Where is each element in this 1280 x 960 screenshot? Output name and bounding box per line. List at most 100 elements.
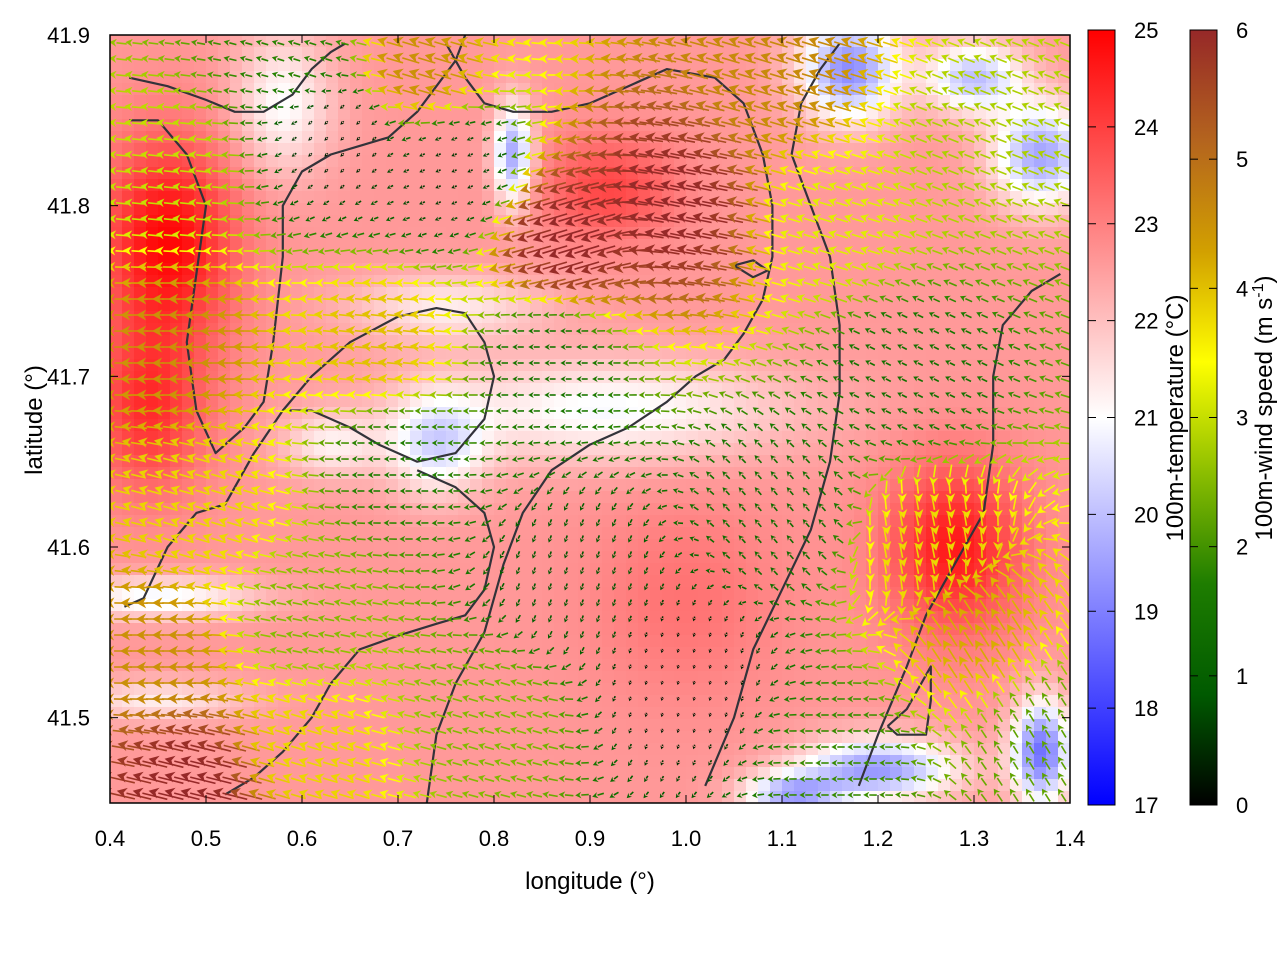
heat-cell — [170, 95, 183, 108]
heat-cell — [1010, 239, 1023, 252]
heat-cell — [110, 719, 123, 732]
heat-cell — [566, 755, 579, 768]
heat-cell — [110, 419, 123, 432]
heat-cell — [410, 263, 423, 276]
heat-cell — [446, 263, 459, 276]
heat-cell — [182, 35, 195, 48]
heat-cell — [566, 335, 579, 348]
heat-cell — [362, 95, 375, 108]
heat-cell — [506, 431, 519, 444]
heat-cell — [302, 455, 315, 468]
heat-cell — [146, 239, 159, 252]
heat-cell — [302, 107, 315, 120]
heat-cell — [758, 659, 771, 672]
heat-cell — [1022, 683, 1035, 696]
heat-cell — [914, 719, 927, 732]
heat-cell — [1034, 671, 1047, 684]
heat-cell — [542, 527, 555, 540]
heat-cell — [806, 779, 819, 792]
heat-cell — [122, 203, 135, 216]
heat-cell — [1034, 443, 1047, 456]
heat-cell — [110, 263, 123, 276]
heat-cell — [818, 335, 831, 348]
heat-cell — [434, 383, 447, 396]
heat-cell — [998, 515, 1011, 528]
heat-cell — [386, 647, 399, 660]
heat-cell — [326, 71, 339, 84]
heat-cell — [842, 731, 855, 744]
heat-cell — [182, 479, 195, 492]
heat-cell — [698, 539, 711, 552]
heat-cell — [122, 683, 135, 696]
heat-cell — [338, 647, 351, 660]
heat-cell — [614, 695, 627, 708]
heat-cell — [758, 479, 771, 492]
heat-cell — [146, 95, 159, 108]
heat-cell — [710, 431, 723, 444]
heat-cell — [290, 299, 303, 312]
heat-cell — [722, 623, 735, 636]
heat-cell — [194, 539, 207, 552]
heat-cell — [710, 719, 723, 732]
heat-cell — [194, 59, 207, 72]
heat-cell — [266, 47, 279, 60]
heat-cell — [602, 347, 615, 360]
heat-cell — [182, 443, 195, 456]
heat-cell — [518, 599, 531, 612]
heat-cell — [794, 491, 807, 504]
heat-cell — [830, 155, 843, 168]
heat-cell — [170, 59, 183, 72]
heat-cell — [338, 251, 351, 264]
heat-cell — [686, 395, 699, 408]
heat-cell — [1010, 95, 1023, 108]
heat-cell — [686, 779, 699, 792]
heat-cell — [530, 563, 543, 576]
heat-cell — [686, 647, 699, 660]
heat-cell — [434, 155, 447, 168]
heat-cell — [134, 191, 147, 204]
heat-cell — [1034, 791, 1047, 803]
heat-cell — [518, 407, 531, 420]
heat-cell — [470, 131, 483, 144]
heat-cell — [566, 563, 579, 576]
heat-cell — [806, 575, 819, 588]
heat-cell — [806, 419, 819, 432]
heat-cell — [290, 659, 303, 672]
heat-cell — [962, 47, 975, 60]
heat-cell — [698, 743, 711, 756]
heat-cell — [806, 755, 819, 768]
heat-cell — [674, 707, 687, 720]
heat-cell — [146, 59, 159, 72]
heat-cell — [338, 395, 351, 408]
heat-cell — [302, 539, 315, 552]
heat-cell — [194, 251, 207, 264]
heat-cell — [242, 599, 255, 612]
heat-cell — [410, 143, 423, 156]
heat-cell — [218, 347, 231, 360]
heat-cell — [146, 731, 159, 744]
heat-cell — [854, 791, 867, 803]
heat-cell — [482, 167, 495, 180]
heat-cell — [374, 479, 387, 492]
heat-cell — [314, 203, 327, 216]
heat-cell — [782, 299, 795, 312]
heat-cell — [674, 695, 687, 708]
heat-cell — [830, 587, 843, 600]
heat-cell — [638, 731, 651, 744]
heat-cell — [662, 635, 675, 648]
heat-cell — [566, 323, 579, 336]
heat-cell — [314, 443, 327, 456]
heat-cell — [302, 215, 315, 228]
heat-cell — [386, 107, 399, 120]
heat-cell — [158, 683, 171, 696]
heat-cell — [950, 359, 963, 372]
heat-cell — [338, 611, 351, 624]
heat-cell — [710, 611, 723, 624]
heat-cell — [590, 647, 603, 660]
heat-cell — [206, 659, 219, 672]
heat-cell — [602, 659, 615, 672]
heat-cell — [794, 719, 807, 732]
heat-cell — [290, 443, 303, 456]
heat-cell — [146, 155, 159, 168]
heat-cell — [950, 383, 963, 396]
